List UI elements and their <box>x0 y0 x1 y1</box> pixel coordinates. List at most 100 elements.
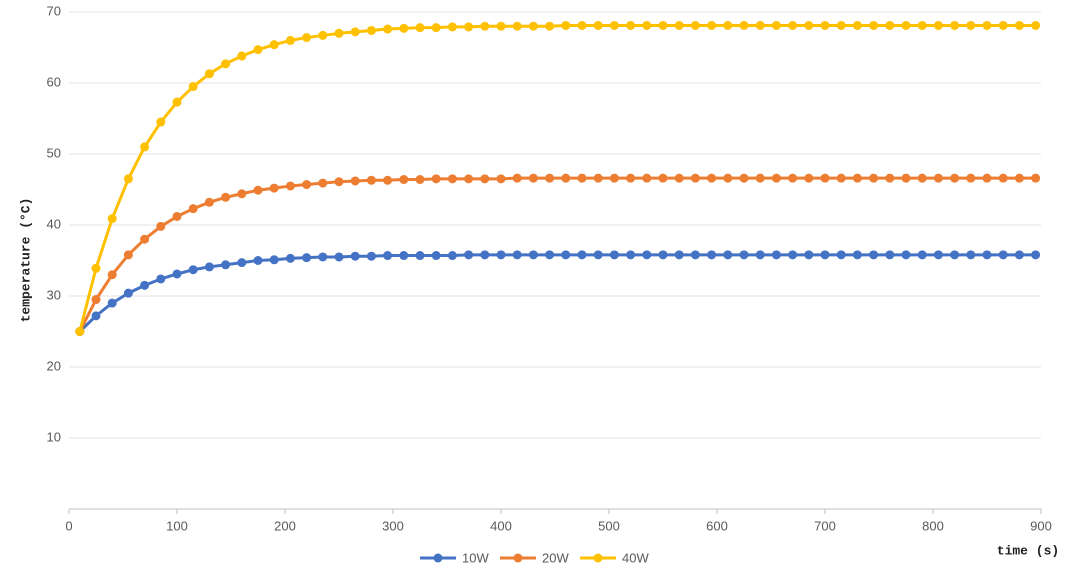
data-point <box>350 176 360 186</box>
data-point <box>950 173 960 183</box>
data-point <box>852 20 862 30</box>
data-point <box>707 20 717 30</box>
data-point <box>172 97 182 107</box>
data-point <box>707 250 717 260</box>
data-point <box>998 20 1008 30</box>
data-point <box>739 173 749 183</box>
data-point <box>204 197 214 207</box>
data-point <box>609 173 619 183</box>
data-point <box>966 250 976 260</box>
data-point <box>836 173 846 183</box>
data-point <box>431 251 441 261</box>
x-tick-label: 500 <box>598 518 620 533</box>
data-point <box>188 265 198 275</box>
data-point <box>626 250 636 260</box>
data-point <box>512 21 522 31</box>
data-point <box>204 262 214 272</box>
data-point <box>140 234 150 244</box>
data-point <box>399 23 409 33</box>
data-point <box>269 255 279 265</box>
data-point <box>221 260 231 270</box>
data-point <box>545 173 555 183</box>
data-point <box>966 20 976 30</box>
data-point <box>723 20 733 30</box>
data-point <box>771 20 781 30</box>
data-point <box>350 27 360 37</box>
data-point <box>577 173 587 183</box>
data-point <box>561 173 571 183</box>
data-point <box>1031 250 1041 260</box>
data-point <box>480 21 490 31</box>
data-point <box>253 185 263 195</box>
data-point <box>464 174 474 184</box>
data-point <box>658 20 668 30</box>
data-point <box>755 20 765 30</box>
data-point <box>156 117 166 127</box>
data-point <box>431 23 441 33</box>
data-point <box>188 204 198 214</box>
data-point <box>998 173 1008 183</box>
data-point <box>285 181 295 191</box>
data-point <box>334 177 344 187</box>
data-point <box>123 288 133 298</box>
data-point <box>642 173 652 183</box>
y-tick-label: 30 <box>47 287 61 302</box>
data-point <box>836 20 846 30</box>
data-point <box>869 20 879 30</box>
data-point <box>836 250 846 260</box>
data-point <box>690 250 700 260</box>
data-point <box>107 270 117 280</box>
data-point <box>593 20 603 30</box>
data-point <box>512 250 522 260</box>
data-point <box>804 20 814 30</box>
data-point <box>318 252 328 262</box>
data-point <box>561 20 571 30</box>
data-point <box>901 20 911 30</box>
data-point <box>188 82 198 92</box>
y-tick-label: 20 <box>47 358 61 373</box>
data-point <box>366 175 376 185</box>
data-point <box>366 251 376 261</box>
data-point <box>91 295 101 305</box>
y-axis-title: temperature (°C) <box>18 198 33 323</box>
data-point <box>431 174 441 184</box>
data-point <box>804 173 814 183</box>
data-point <box>626 20 636 30</box>
data-point <box>707 173 717 183</box>
data-point <box>447 251 457 261</box>
data-point <box>334 252 344 262</box>
data-point <box>318 178 328 188</box>
legend-marker <box>513 553 523 563</box>
data-point <box>415 23 425 33</box>
data-point <box>901 173 911 183</box>
data-point <box>285 35 295 45</box>
data-point <box>950 20 960 30</box>
data-point <box>788 173 798 183</box>
data-point <box>820 250 830 260</box>
data-point <box>512 173 522 183</box>
data-point <box>723 250 733 260</box>
data-point <box>609 20 619 30</box>
data-point <box>107 214 117 224</box>
y-tick-label: 70 <box>47 3 61 18</box>
x-tick-label: 300 <box>382 518 404 533</box>
data-point <box>739 20 749 30</box>
data-point <box>642 20 652 30</box>
data-point <box>237 258 247 268</box>
data-point <box>399 251 409 261</box>
data-point <box>464 22 474 32</box>
data-point <box>156 221 166 231</box>
data-point <box>788 250 798 260</box>
data-point <box>285 253 295 263</box>
data-point <box>334 28 344 38</box>
data-point <box>480 250 490 260</box>
data-point <box>885 20 895 30</box>
data-point <box>917 20 927 30</box>
data-point <box>447 174 457 184</box>
data-point <box>626 173 636 183</box>
x-tick-label: 700 <box>814 518 836 533</box>
data-point <box>383 251 393 261</box>
data-point <box>950 250 960 260</box>
x-tick-label: 100 <box>166 518 188 533</box>
